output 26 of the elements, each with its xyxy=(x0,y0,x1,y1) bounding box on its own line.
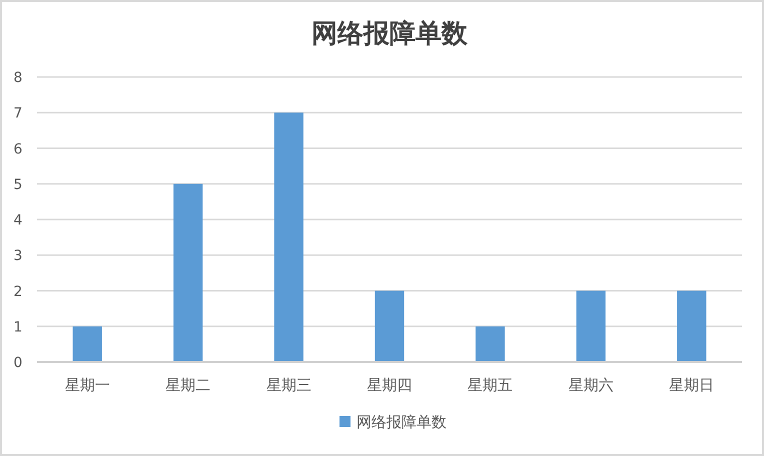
y-tick-label: 4 xyxy=(14,212,23,228)
y-tick-label: 1 xyxy=(14,319,22,336)
x-tick-label: 星期六 xyxy=(568,376,614,394)
bar xyxy=(677,290,706,362)
y-tick-label: 0 xyxy=(14,355,22,371)
bar xyxy=(476,326,505,362)
bar xyxy=(576,290,606,362)
x-tick-label: 星期二 xyxy=(166,376,211,394)
bar xyxy=(374,290,404,362)
legend: 网络报障单数 xyxy=(340,413,446,431)
x-tick-label: 星期三 xyxy=(266,376,312,394)
y-tick-label: 7 xyxy=(14,106,22,122)
y-tick-label: 5 xyxy=(14,176,22,193)
bar xyxy=(274,112,304,362)
legend-label: 网络报障单数 xyxy=(356,413,446,431)
x-tick-label: 星期五 xyxy=(468,376,513,394)
y-tick-label: 6 xyxy=(14,141,23,158)
bar xyxy=(173,184,203,362)
bar xyxy=(72,326,102,362)
y-tick-label: 2 xyxy=(14,284,22,300)
x-tick-label: 星期四 xyxy=(367,376,412,394)
x-tick-label: 星期日 xyxy=(669,376,714,394)
chart-title: 网络报障单数 xyxy=(312,19,468,49)
y-tick-label: 3 xyxy=(14,248,22,264)
y-tick-label: 8 xyxy=(14,70,22,86)
x-tick-label: 星期一 xyxy=(64,376,110,394)
